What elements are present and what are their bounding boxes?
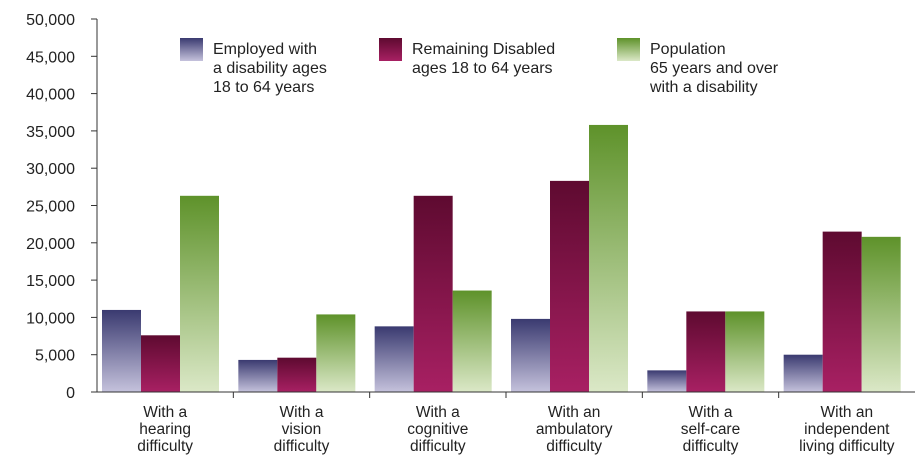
y-tick-label: 50,000	[26, 12, 75, 29]
legend-label-2: Remaining Disabled ages 18 to 64 years	[412, 41, 555, 77]
bar-series-1-cat-5	[647, 370, 687, 392]
legend-label-1: Employed with a disability ages 18 to 64 y…	[213, 41, 327, 96]
y-tick-label: 15,000	[26, 273, 75, 290]
bar-series-1-cat-4	[511, 318, 550, 392]
bar-series-1-cat-2	[238, 359, 278, 392]
y-tick-label: 10,000	[26, 310, 75, 327]
bar-series-3-cat-3	[452, 290, 492, 392]
y-tick-label: 30,000	[26, 161, 75, 178]
legend-swatch-2	[379, 38, 402, 61]
y-tick-label: 5,000	[35, 348, 75, 365]
legend-swatch-3	[617, 38, 640, 61]
y-tick-label: 20,000	[26, 236, 75, 253]
bars	[102, 124, 901, 392]
bar-series-1-cat-6	[783, 354, 823, 392]
bar-series-2-cat-6	[822, 231, 862, 392]
x-tick-label: With a hearing difficulty	[137, 404, 193, 455]
bar-series-3-cat-1	[180, 195, 219, 392]
x-tick-label: With a self-care difficulty	[681, 404, 740, 455]
bar-series-1-cat-1	[102, 309, 141, 392]
bar-series-1-cat-3	[374, 326, 414, 392]
x-tick-label: With a cognitive difficulty	[407, 404, 468, 455]
bar-series-2-cat-3	[413, 195, 453, 392]
y-axis: 0 5,000 10,000 15,000 20,000 25,000 30,000 35,0…	[26, 12, 98, 402]
bar-series-2-cat-5	[686, 311, 726, 392]
y-tick-label: 35,000	[26, 124, 75, 141]
x-tick-label: With an independent living difficulty	[799, 404, 895, 455]
y-tick-label: 45,000	[26, 49, 75, 66]
legend: Employed with a disability ages 18 to 64 y…	[180, 38, 779, 96]
y-tick-label: 0	[66, 385, 75, 402]
x-tick-label: With a vision difficulty	[274, 404, 330, 455]
bar-series-3-cat-6	[861, 236, 901, 392]
legend-swatch-1	[180, 38, 203, 61]
bar-series-3-cat-4	[589, 124, 628, 392]
x-tick-label: With an ambulatory difficulty	[536, 404, 613, 455]
y-tick-label: 40,000	[26, 87, 75, 104]
bar-series-3-cat-5	[725, 311, 765, 392]
bar-series-2-cat-1	[141, 335, 180, 392]
bar-series-2-cat-2	[277, 357, 317, 392]
bar-series-3-cat-2	[316, 314, 356, 392]
bar-series-2-cat-4	[550, 180, 589, 392]
y-tick-label: 25,000	[26, 199, 75, 216]
legend-label-3: Population 65 years and over with a disabi…	[649, 41, 779, 96]
x-axis: With a hearing difficulty With a vision diffi…	[97, 391, 915, 455]
